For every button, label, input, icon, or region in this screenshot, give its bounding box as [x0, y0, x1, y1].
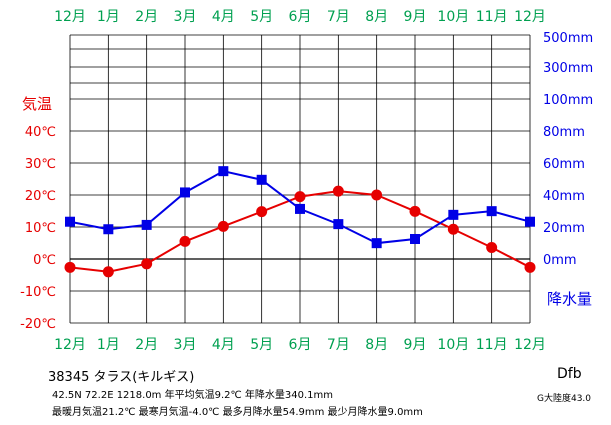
continentality: G大陸度43.0	[537, 394, 592, 404]
right-tick-label: 300mm	[543, 61, 593, 76]
temperature-point	[256, 206, 268, 218]
temperature-point	[294, 191, 306, 203]
precipitation-point	[218, 166, 229, 177]
climate-class: Dfb	[557, 366, 582, 382]
right-tick-label: 20mm	[543, 221, 585, 236]
month-label-bottom: 12月	[54, 337, 86, 353]
left-tick-label: 0℃	[33, 253, 56, 268]
right-tick-label: 500mm	[543, 31, 593, 46]
month-label-bottom: 4月	[212, 337, 235, 353]
right-axis-label: 降水量	[547, 290, 592, 308]
temperature-point	[486, 241, 498, 253]
temperature-point	[409, 205, 421, 217]
temperature-point	[141, 258, 153, 270]
precipitation-point	[295, 203, 305, 214]
left-axis-label: 気温	[22, 95, 52, 113]
left-tick-label: 40℃	[25, 125, 56, 140]
month-label-bottom: 9月	[404, 337, 427, 353]
temperature-point	[447, 223, 459, 235]
precipitation-point	[410, 234, 420, 244]
month-label-top: 6月	[289, 9, 312, 25]
precipitation-point	[256, 174, 267, 185]
precipitation-point	[525, 216, 535, 227]
left-tick-label: 10℃	[25, 221, 56, 236]
right-tick-label: 100mm	[543, 93, 593, 108]
month-label-top: 2月	[135, 9, 158, 25]
station-id-name: 38345 タラス(キルギス)	[48, 370, 195, 385]
temperature-point	[371, 189, 383, 201]
left-tick-label: 30℃	[25, 157, 56, 172]
left-tick-label: 20℃	[25, 189, 56, 204]
precipitation-point	[141, 219, 152, 230]
left-tick-label: -10℃	[20, 285, 56, 300]
right-tick-label: 80mm	[543, 125, 585, 140]
month-label-top: 10月	[437, 9, 469, 25]
temperature-point	[64, 261, 76, 273]
month-label-bottom: 7月	[327, 337, 350, 353]
month-label-top: 7月	[327, 9, 350, 25]
month-label-bottom: 1月	[97, 337, 120, 353]
temperature-point	[524, 261, 536, 273]
temperature-point	[217, 220, 229, 232]
month-label-top: 8月	[365, 9, 388, 25]
right-tick-label: 40mm	[543, 189, 585, 204]
month-label-top: 12月	[514, 9, 546, 25]
right-tick-label: 0mm	[543, 253, 577, 268]
precipitation-point	[486, 206, 497, 217]
month-label-top: 4月	[212, 9, 235, 25]
precipitation-point	[180, 187, 190, 198]
station-extremes: 最暖月気温21.2℃ 最寒月気温-4.0℃ 最多月降水量54.9mm 最少月降水…	[52, 407, 423, 418]
precipitation-point	[103, 224, 114, 235]
month-label-top: 9月	[404, 9, 427, 25]
month-label-top: 11月	[476, 9, 508, 25]
month-label-top: 12月	[54, 9, 86, 25]
precipitation-point	[333, 219, 344, 230]
month-label-top: 1月	[97, 9, 120, 25]
month-label-top: 5月	[250, 9, 273, 25]
temperature-point	[102, 266, 114, 278]
precipitation-point	[65, 216, 75, 227]
precipitation-point	[448, 209, 459, 220]
month-label-bottom: 12月	[514, 337, 546, 353]
right-tick-label: 60mm	[543, 157, 585, 172]
left-tick-label: -20℃	[20, 317, 56, 332]
month-label-bottom: 2月	[135, 337, 158, 353]
month-label-bottom: 5月	[250, 337, 273, 353]
temperature-point	[179, 235, 191, 247]
precipitation-point	[371, 238, 382, 249]
month-label-bottom: 11月	[476, 337, 508, 353]
month-label-top: 3月	[174, 9, 197, 25]
temperature-point	[332, 185, 344, 197]
month-label-bottom: 3月	[174, 337, 197, 353]
month-label-bottom: 8月	[365, 337, 388, 353]
month-label-bottom: 6月	[289, 337, 312, 353]
month-label-bottom: 10月	[437, 337, 469, 353]
station-details: 42.5N 72.2E 1218.0m 年平均気温9.2℃ 年降水量340.1m…	[52, 390, 334, 401]
